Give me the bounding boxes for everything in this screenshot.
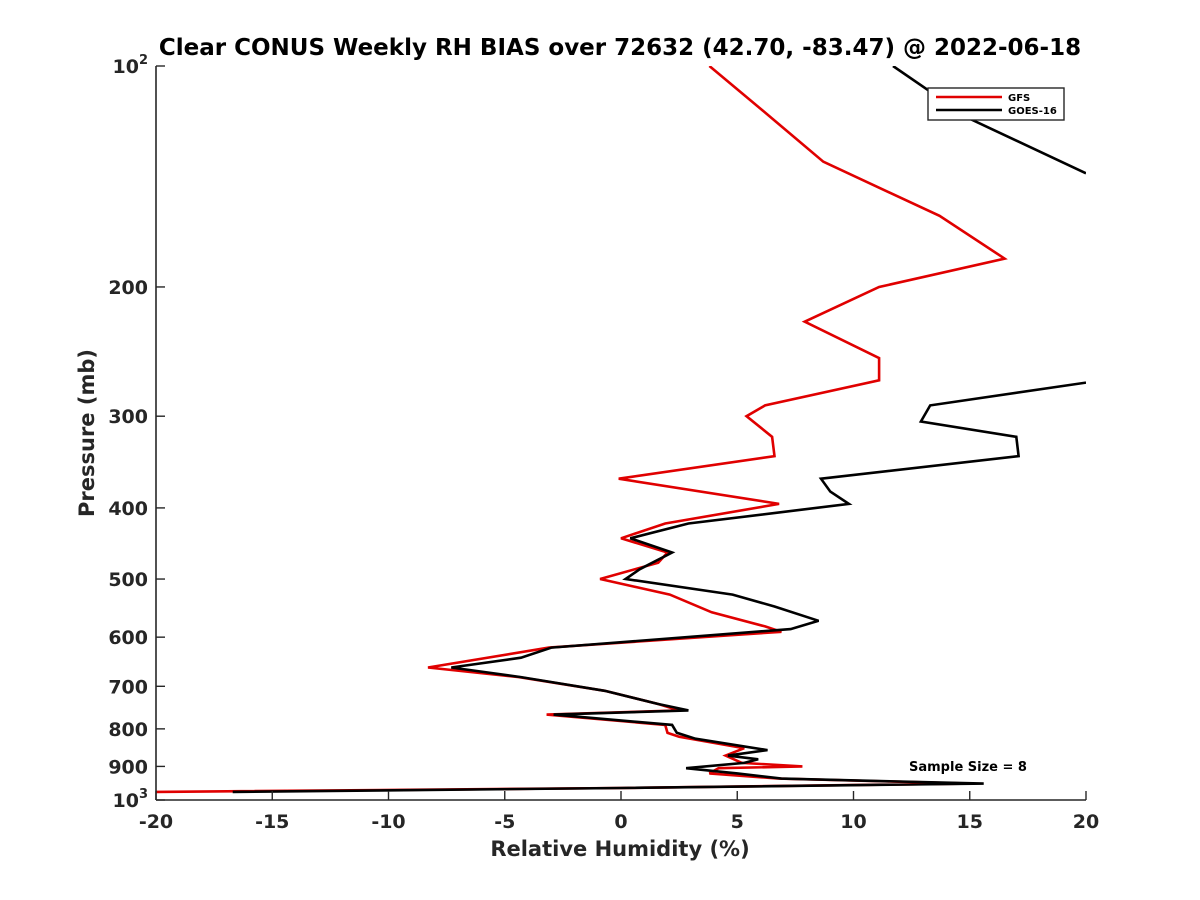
legend: GFS GOES-16 [927, 87, 1065, 121]
y-tick-label: 200 [108, 277, 148, 299]
y-tick-label: 500 [108, 569, 148, 591]
x-ticks: -20 -15 -10 -5 0 5 10 15 20 [139, 791, 1099, 833]
y-tick-label: 102 [113, 53, 149, 78]
sample-size-annotation: Sample Size = 8 [909, 760, 1027, 775]
legend-label-gfs: GFS [1008, 93, 1030, 104]
series-line-goes16 [232, 66, 1086, 794]
x-tick-label: -5 [494, 811, 515, 833]
x-axis-label: Relative Humidity (%) [490, 837, 749, 861]
y-tick-label: 400 [108, 498, 148, 520]
x-tick-label: 15 [957, 811, 983, 833]
y-tick-label: 900 [108, 756, 148, 778]
x-tick-label: 20 [1073, 811, 1099, 833]
legend-label-goes16: GOES-16 [1008, 106, 1057, 117]
series-line-gfs [156, 66, 1008, 794]
legend-box [927, 87, 1065, 121]
y-tick-label: 700 [108, 676, 148, 698]
x-tick-label: -15 [255, 811, 289, 833]
plot-series [156, 66, 1086, 794]
y-axis-label: Pressure (mb) [75, 349, 99, 517]
chart-title: Clear CONUS Weekly RH BIAS over 72632 (4… [159, 35, 1081, 61]
plot-axes [155, 66, 1086, 801]
x-tick-label: -20 [139, 811, 173, 833]
y-tick-label: 600 [108, 627, 148, 649]
y-tick-label: 103 [113, 787, 149, 812]
y-tick-label: 800 [108, 719, 148, 741]
y-ticks: 102 200 300 400 500 600 700 800 900 103 [108, 53, 165, 812]
y-tick-label: 300 [108, 406, 148, 428]
x-tick-label: 10 [840, 811, 866, 833]
x-tick-label: 0 [614, 811, 627, 833]
x-tick-label: -10 [371, 811, 405, 833]
x-tick-label: 5 [731, 811, 744, 833]
